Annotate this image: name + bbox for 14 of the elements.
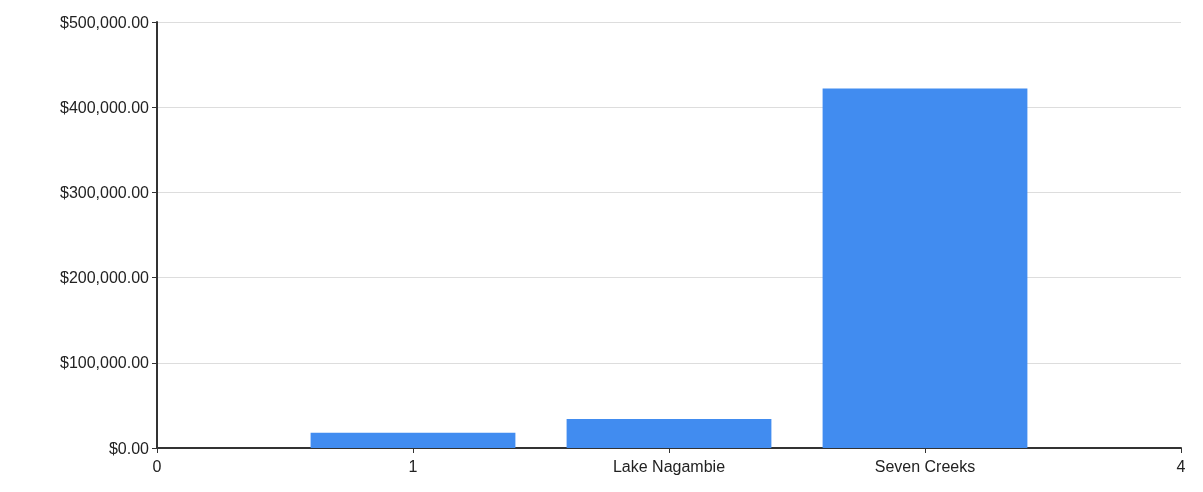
y-tick-label: $300,000.00: [60, 183, 150, 201]
x-tick-label: Seven Creeks: [874, 457, 976, 475]
x-tick-label: 1: [408, 457, 418, 475]
y-tick-label: $0.00: [108, 439, 150, 457]
y-tick-label: $200,000.00: [60, 269, 150, 287]
bar: [822, 88, 1028, 448]
bar: [310, 432, 516, 448]
y-tick-label: $500,000.00: [60, 13, 150, 31]
bar: [566, 419, 772, 448]
x-tick-label: 0: [152, 457, 162, 475]
y-tick-label: $400,000.00: [60, 98, 150, 116]
x-tick-label: Lake Nagambie: [612, 457, 726, 475]
x-tick-label: 4: [1176, 457, 1186, 475]
y-tick-label: $100,000.00: [60, 354, 150, 372]
